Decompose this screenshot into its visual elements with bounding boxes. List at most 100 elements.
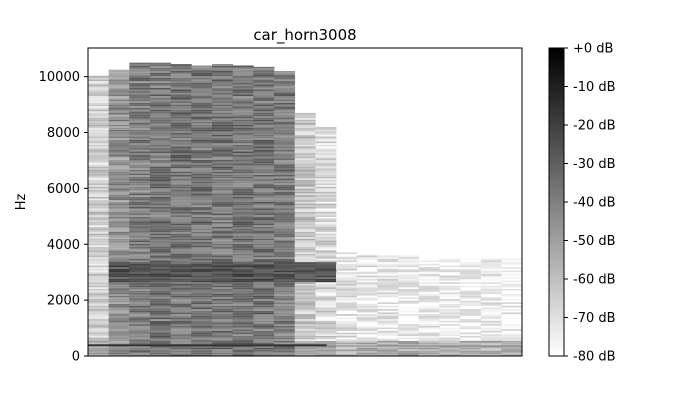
spectrogram-cell (108, 180, 130, 182)
spectrogram-cell (212, 260, 234, 263)
spectrogram-cell (377, 267, 399, 269)
spectrogram-cell (129, 325, 151, 328)
spectrogram-cell (253, 253, 275, 256)
spectrogram-cell (253, 339, 275, 341)
spectrogram-cell (377, 319, 399, 321)
spectrogram-cell (191, 144, 213, 147)
spectrogram-cell (501, 307, 523, 310)
spectrogram-cell (212, 201, 234, 204)
spectrogram-cell (108, 161, 130, 164)
spectrogram-cell (460, 349, 482, 351)
spectrogram-cell (336, 273, 358, 276)
spectrogram-cell (232, 210, 254, 212)
spectrogram-cell (170, 166, 192, 169)
spectrogram-cell (439, 342, 461, 345)
spectrogram-cell (191, 238, 213, 241)
spectrogram-cell (129, 304, 151, 306)
spectrogram-cell (212, 92, 234, 95)
spectrogram-cell (212, 134, 234, 137)
spectrogram-cell (232, 164, 254, 167)
spectrogram-cell (88, 230, 110, 232)
spectrogram-cell (108, 163, 130, 165)
spectrogram-cell (129, 354, 151, 356)
spectrogram-cell (356, 342, 378, 345)
spectrogram-cell (212, 107, 234, 110)
spectrogram-cell (108, 89, 130, 92)
spectrogram-cell (108, 94, 130, 97)
spectrogram-cell (294, 320, 316, 323)
spectrogram-cell (108, 119, 130, 122)
spectrogram-cell (274, 174, 296, 177)
spectrogram-cell (253, 257, 275, 259)
spectrogram-cell (232, 112, 254, 115)
spectrogram-cell (129, 124, 151, 127)
plot-frame (87, 47, 523, 357)
spectrogram-cell (294, 218, 316, 221)
spectrogram-cell (253, 335, 275, 338)
spectrogram-cell (170, 297, 192, 300)
spectrogram-cell (191, 178, 213, 180)
spectrogram-cell (294, 299, 316, 301)
spectrogram-cell (88, 211, 110, 214)
spectrogram-cell (108, 233, 130, 236)
spectrogram-cell (232, 238, 254, 241)
spectrogram-cell (356, 319, 378, 321)
spectrogram-cell (253, 275, 275, 278)
spectrogram-cell (129, 273, 151, 276)
spectrogram-cell (315, 139, 337, 142)
spectrogram-cell (274, 116, 296, 118)
spectrogram-cell (294, 144, 316, 147)
spectrogram-cell (150, 350, 172, 353)
spectrogram-cell (129, 181, 151, 184)
spectrogram-cell (129, 164, 151, 167)
spectrogram-cell (212, 325, 234, 328)
spectrogram-cell (170, 104, 192, 107)
spectrogram-cell (212, 302, 234, 305)
spectrogram-cell (191, 149, 213, 152)
spectrogram-cell (129, 211, 151, 214)
spectrogram-cell (108, 290, 130, 293)
spectrogram-cell (336, 305, 358, 308)
spectrogram-cell (501, 299, 523, 301)
spectrogram-cell (170, 339, 192, 341)
spectrogram-cell (191, 327, 213, 330)
spectrogram-cell (212, 191, 234, 194)
spectrogram-cell (274, 314, 296, 316)
spectrogram-cell (253, 191, 275, 194)
spectrogram-cell (315, 319, 337, 321)
spectrogram-cell (460, 297, 482, 300)
spectrogram-cell (418, 287, 440, 289)
spectrogram-cell (150, 288, 172, 291)
spectrogram-cell (191, 265, 213, 268)
spectrogram-cell (129, 317, 151, 320)
spectrogram-cell (232, 307, 254, 310)
spectrogram-cell (460, 293, 482, 296)
spectrogram-cell (253, 164, 275, 167)
spectrogram-cell (398, 290, 420, 293)
spectrogram-cell (191, 337, 213, 340)
spectrogram-cell (274, 235, 296, 237)
spectrogram-cell (191, 158, 213, 160)
spectrogram-cell (274, 248, 296, 251)
spectrogram-cell (129, 158, 151, 160)
spectrogram-cell (212, 216, 234, 219)
spectrogram-cell (88, 91, 110, 93)
spectrogram-cell (88, 173, 110, 175)
spectrogram-cell (274, 211, 296, 214)
spectrogram-cell (129, 250, 151, 253)
spectrogram-cell (88, 195, 110, 197)
spectrogram-cell (129, 71, 151, 73)
spectrogram-cell (232, 139, 254, 142)
spectrogram-cell (253, 272, 275, 274)
spectrogram-cell (232, 354, 254, 356)
spectrogram-cell (274, 233, 296, 236)
spectrogram-cell (294, 183, 316, 186)
spectrogram-cell (232, 193, 254, 196)
spectrogram-cell (108, 139, 130, 142)
spectrogram-cell (88, 104, 110, 107)
spectrogram-cell (129, 133, 151, 135)
spectrogram-cell (315, 158, 337, 160)
spectrogram-cell (150, 86, 172, 88)
spectrogram-cell (315, 295, 337, 298)
spectrogram-cell (294, 242, 316, 244)
